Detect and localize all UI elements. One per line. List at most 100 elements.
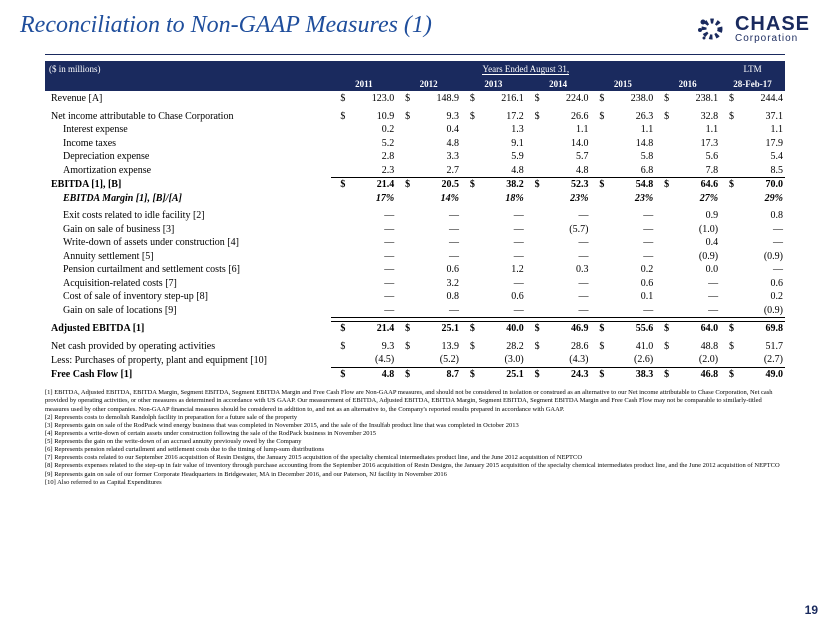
cell-sym — [655, 250, 670, 264]
cell-val: 38.3 — [605, 367, 655, 381]
cell-val: 0.8 — [735, 209, 785, 223]
cell-sym: $ — [331, 340, 346, 354]
cell-val: — — [541, 290, 591, 304]
cell-sym — [396, 123, 411, 137]
cell-sym — [526, 236, 541, 250]
cell-sym — [655, 164, 670, 178]
table-row: Gain on sale of business [3]———(5.7)—(1.… — [45, 223, 785, 237]
cell-val: 14.8 — [605, 137, 655, 151]
row-label: Gain on sale of business [3] — [45, 223, 331, 237]
cell-val: 5.9 — [476, 150, 526, 164]
currency-note: ($ in millions) — [45, 61, 331, 77]
cell-sym — [720, 290, 735, 304]
footnote-line: [5] Represents the gain on the write-dow… — [45, 438, 785, 446]
row-label: Write-down of assets under construction … — [45, 236, 331, 250]
cell-val: 64.0 — [670, 322, 720, 336]
cell-sym — [331, 236, 346, 250]
row-label: Adjusted EBITDA [1] — [45, 322, 331, 336]
cell-val: (2.0) — [670, 353, 720, 367]
cell-sym — [396, 137, 411, 151]
cell-val: 32.8 — [670, 110, 720, 124]
cell-val: 13.9 — [411, 340, 461, 354]
cell-val: (2.6) — [605, 353, 655, 367]
cell-val: — — [411, 223, 461, 237]
cell-val: — — [476, 277, 526, 291]
cell-sym — [590, 150, 605, 164]
cell-val: 0.4 — [411, 123, 461, 137]
cell-sym — [590, 123, 605, 137]
cell-val: — — [411, 304, 461, 318]
cell-val: 1.1 — [670, 123, 720, 137]
cell-sym: $ — [461, 340, 476, 354]
cell-sym: $ — [331, 110, 346, 124]
cell-val: — — [346, 290, 396, 304]
cell-sym: $ — [461, 322, 476, 336]
cell-sym: $ — [590, 340, 605, 354]
cell-val: — — [411, 250, 461, 264]
cell-val: 0.3 — [541, 263, 591, 277]
cell-sym — [331, 164, 346, 178]
cell-val: 224.0 — [541, 92, 591, 106]
table-row: EBITDA Margin [1], [B]/[A]17%14%18%23%23… — [45, 192, 785, 206]
cell-val: 7.8 — [670, 164, 720, 178]
cell-val: 69.8 — [735, 322, 785, 336]
footnote-line: [1] EBITDA, Adjusted EBITDA, EBITDA Marg… — [45, 389, 785, 413]
cell-sym — [396, 192, 411, 206]
cell-sym: $ — [655, 367, 670, 381]
slide-title: Reconciliation to Non-GAAP Measures (1) — [20, 12, 432, 39]
cell-val: 10.9 — [346, 110, 396, 124]
row-label: Gain on sale of locations [9] — [45, 304, 331, 318]
cell-sym — [720, 123, 735, 137]
table-row: Exit costs related to idle facility [2]—… — [45, 209, 785, 223]
cell-sym — [526, 304, 541, 318]
cell-val: 148.9 — [411, 92, 461, 106]
cell-sym — [655, 353, 670, 367]
cell-sym — [590, 277, 605, 291]
cell-val: 23% — [541, 192, 591, 206]
cell-sym — [461, 290, 476, 304]
logo: CHASE Corporation — [695, 12, 810, 46]
table-row: Free Cash Flow [1]$4.8$8.7$25.1$24.3$38.… — [45, 367, 785, 381]
cell-val: 29% — [735, 192, 785, 206]
cell-sym: $ — [655, 110, 670, 124]
cell-val: — — [346, 223, 396, 237]
cell-val: 18% — [476, 192, 526, 206]
cell-val: 48.8 — [670, 340, 720, 354]
row-label: Income taxes — [45, 137, 331, 151]
financial-table-wrap: ($ in millions) Years Ended August 31, L… — [45, 61, 785, 381]
cell-sym: $ — [590, 92, 605, 106]
cell-sym — [461, 164, 476, 178]
footnote-line: [6] Represents pension related curtailme… — [45, 446, 785, 454]
cell-sym — [396, 223, 411, 237]
cell-val: (4.3) — [541, 353, 591, 367]
cell-sym: $ — [720, 322, 735, 336]
cell-val: 46.9 — [541, 322, 591, 336]
cell-sym: $ — [655, 340, 670, 354]
cell-val: 216.1 — [476, 92, 526, 106]
col-header: 2015 — [590, 77, 655, 92]
cell-sym — [590, 304, 605, 318]
cell-sym — [526, 290, 541, 304]
cell-val: — — [670, 277, 720, 291]
cell-sym: $ — [331, 92, 346, 106]
cell-sym — [331, 137, 346, 151]
col-header: 2016 — [655, 77, 720, 92]
cell-sym — [720, 277, 735, 291]
cell-sym — [461, 304, 476, 318]
cell-val: 52.3 — [541, 178, 591, 192]
cell-val: 26.3 — [605, 110, 655, 124]
cell-sym: $ — [396, 340, 411, 354]
footnote-line: [3] Represents gain on sale of the RodPa… — [45, 422, 785, 430]
cell-val: 0.6 — [476, 290, 526, 304]
cell-sym — [461, 250, 476, 264]
row-label: EBITDA Margin [1], [B]/[A] — [45, 192, 331, 206]
cell-sym — [526, 192, 541, 206]
cell-val: (0.9) — [670, 250, 720, 264]
cell-sym: $ — [720, 367, 735, 381]
cell-val: — — [541, 236, 591, 250]
cell-val: — — [735, 236, 785, 250]
cell-sym: $ — [461, 367, 476, 381]
cell-sym: $ — [396, 367, 411, 381]
cell-val: — — [735, 223, 785, 237]
cell-sym — [331, 250, 346, 264]
